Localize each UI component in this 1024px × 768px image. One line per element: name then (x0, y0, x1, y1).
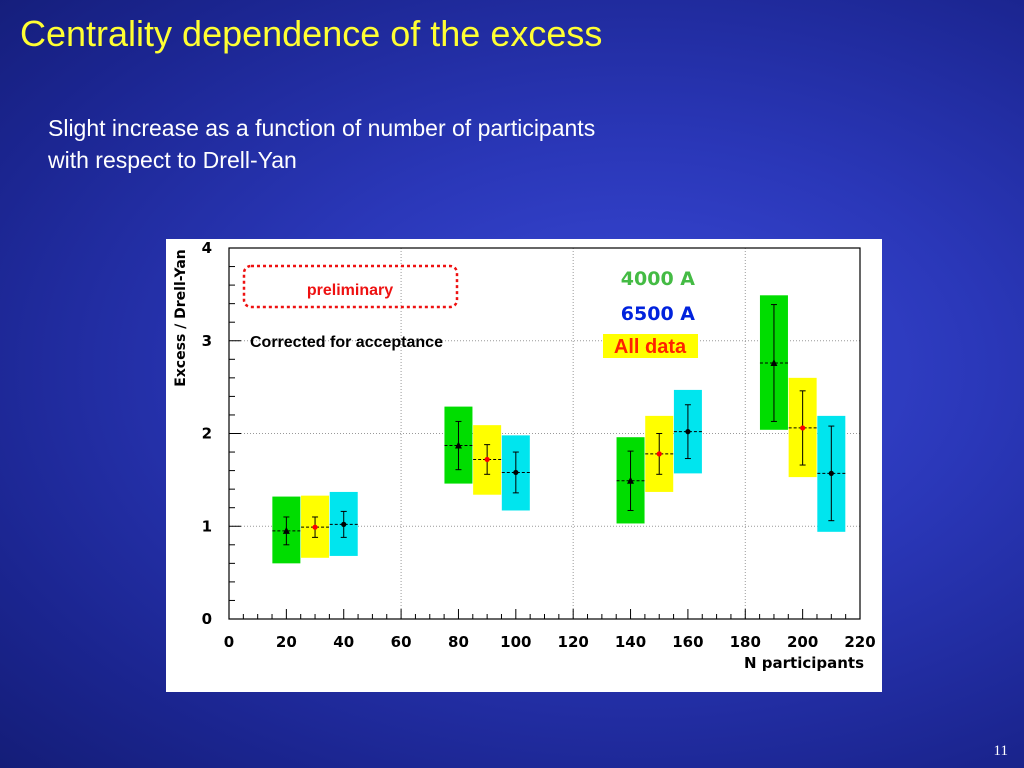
legend: 4000 A 6500 A All data (603, 268, 698, 358)
x-tick-label: 100 (500, 633, 531, 651)
data-markers (282, 359, 834, 534)
circle-marker (513, 469, 519, 476)
circle-marker (828, 470, 834, 476)
x-tick-label: 0 (224, 633, 234, 651)
x-tick-label: 180 (730, 633, 761, 651)
y-tick-label: 0 (202, 610, 212, 628)
circle-marker (484, 456, 490, 463)
x-tick-label: 160 (672, 633, 703, 651)
chart-panel: 0 20 40 60 80 100 120 140 160 180 200 220 0 1 2 3 4 Exce… (166, 239, 882, 692)
excess-chart: 0 20 40 60 80 100 120 140 160 180 200 220 0 1 2 3 4 Exce… (173, 239, 876, 672)
x-tick-label: 140 (615, 633, 646, 651)
circle-marker (341, 521, 347, 527)
circle-marker (685, 429, 691, 435)
slide-subtitle: Slight increase as a function of number … (48, 115, 596, 173)
slide-title: Centrality dependence of the excess (20, 13, 603, 54)
preliminary-label: preliminary (307, 282, 393, 299)
y-tick-label: 4 (202, 239, 212, 257)
x-tick-label: 80 (448, 633, 469, 651)
triangle-marker (770, 359, 778, 367)
page-number: 11 (993, 743, 1008, 759)
y-tick-label: 2 (202, 425, 212, 443)
y-tick-label: 1 (202, 517, 212, 535)
x-tick-label: 120 (558, 633, 589, 651)
legend-all-data: All data (614, 336, 687, 358)
x-tick-label: 40 (333, 633, 354, 651)
y-tick-label: 3 (202, 332, 212, 350)
acceptance-note: Corrected for acceptance (250, 334, 443, 351)
x-tick-label: 200 (787, 633, 818, 651)
circle-marker (656, 451, 662, 457)
x-tick-label: 20 (276, 633, 297, 651)
tick-labels: 0 20 40 60 80 100 120 140 160 180 200 220 0 1 2 3 4 (202, 239, 876, 651)
circle-marker (800, 425, 806, 431)
y-axis-label: Excess / Drell-Yan (173, 249, 189, 387)
axes (228, 247, 861, 620)
circle-marker (312, 524, 318, 530)
x-tick-label: 220 (844, 633, 875, 651)
triangle-marker (627, 476, 635, 484)
x-axis-label: N participants (744, 654, 864, 672)
legend-all-data-highlight (603, 334, 698, 358)
legend-6500A: 6500 A (621, 303, 695, 325)
triangle-marker (282, 526, 290, 534)
triangle-marker (454, 441, 462, 449)
preliminary-box (242, 264, 459, 309)
legend-4000A: 4000 A (621, 268, 695, 290)
x-tick-label: 60 (391, 633, 412, 651)
